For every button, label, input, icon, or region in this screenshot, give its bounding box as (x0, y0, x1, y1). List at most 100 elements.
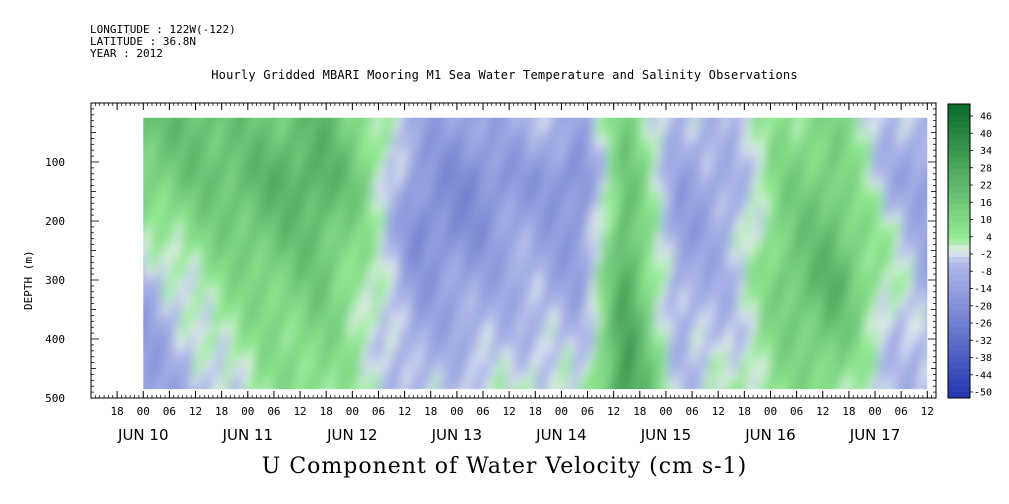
heatmap-cell (793, 315, 801, 325)
heatmap-cell (625, 371, 633, 381)
heatmap-cell (445, 123, 453, 133)
heatmap-cell (457, 283, 465, 293)
heatmap-cell (931, 324, 938, 333)
heatmap-cell (685, 131, 693, 141)
heatmap-cell (487, 219, 495, 229)
heatmap-cell (175, 259, 183, 269)
heatmap-cell (361, 371, 369, 381)
heatmap-cell (901, 147, 909, 157)
heatmap-cell (415, 203, 423, 213)
heatmap-cell (691, 155, 699, 165)
heatmap-cell (811, 203, 819, 213)
heatmap-cell (157, 283, 165, 293)
heatmap-cell (427, 267, 435, 277)
heatmap-cell (145, 291, 153, 301)
heatmap-cell (877, 251, 885, 261)
heatmap-cell (427, 219, 435, 229)
heatmap-cell (463, 123, 471, 133)
heatmap-cell (631, 331, 639, 341)
heatmap-cell (445, 396, 452, 405)
heatmap-cell (337, 291, 345, 301)
heatmap-cell (307, 347, 315, 357)
heatmap-cell (583, 147, 591, 157)
heatmap-cell (331, 355, 339, 365)
heatmap-cell (775, 355, 783, 365)
heatmap-cell (289, 171, 297, 181)
heatmap-cell (835, 139, 843, 149)
heatmap-cell (175, 387, 183, 390)
heatmap-cell (913, 283, 921, 293)
heatmap-cell (733, 347, 741, 357)
heatmap-cell (505, 219, 513, 229)
heatmap-cell (895, 117, 903, 125)
heatmap-cell (577, 203, 585, 213)
heatmap-cell (343, 171, 351, 181)
heatmap-cell (463, 235, 471, 245)
heatmap-cell (205, 131, 213, 141)
heatmap-cell (367, 195, 375, 205)
heatmap-cell (331, 379, 339, 389)
heatmap-cell (499, 219, 507, 229)
heatmap-cell (625, 355, 633, 365)
heatmap-cell (625, 259, 633, 269)
heatmap-cell (901, 299, 909, 309)
heatmap-cell (757, 211, 765, 221)
heatmap-cell (535, 171, 543, 181)
heatmap-cell (577, 259, 585, 269)
heatmap-cell (733, 251, 741, 261)
heatmap-cell (691, 371, 699, 381)
heatmap-cell (517, 323, 525, 333)
heatmap-cell (511, 275, 519, 285)
heatmap-cell (451, 323, 459, 333)
heatmap-cell (145, 259, 153, 269)
heatmap-cell (343, 203, 351, 213)
heatmap-cell (481, 363, 489, 373)
heatmap-cell (247, 108, 254, 117)
heatmap-cell (727, 147, 735, 157)
heatmap-cell (739, 155, 747, 165)
heatmap-cell (403, 307, 411, 317)
heatmap-cell (469, 275, 477, 285)
heatmap-cell (241, 195, 249, 205)
heatmap-cell (637, 235, 645, 245)
heatmap-cell (835, 147, 843, 157)
heatmap-cell (403, 171, 411, 181)
heatmap-cell (877, 131, 885, 141)
heatmap-cell (895, 291, 903, 301)
heatmap-cell (439, 396, 446, 405)
heatmap-cell (361, 187, 369, 197)
heatmap-cell (259, 108, 266, 117)
heatmap-cell (217, 275, 225, 285)
heatmap-cell (373, 235, 381, 245)
heatmap-cell (499, 315, 507, 325)
heatmap-cell (217, 131, 225, 141)
heatmap-cell (427, 147, 435, 157)
heatmap-cell (181, 139, 189, 149)
heatmap-cell (373, 259, 381, 269)
heatmap-cell (751, 379, 759, 389)
heatmap-cell (493, 371, 501, 381)
heatmap-cell (187, 203, 195, 213)
heatmap-cell (727, 379, 735, 389)
heatmap-cell (781, 331, 789, 341)
heatmap-cell (427, 275, 435, 285)
heatmap-cell (283, 235, 291, 245)
heatmap-cell (481, 371, 489, 381)
heatmap-cell (229, 108, 236, 117)
heatmap-cell (481, 267, 489, 277)
heatmap-cell (799, 235, 807, 245)
heatmap-cell (583, 275, 591, 285)
heatmap-cell (319, 379, 327, 389)
heatmap-cell (187, 131, 195, 141)
heatmap-cell (475, 235, 483, 245)
heatmap-cell (325, 307, 333, 317)
heatmap-cell (763, 163, 771, 173)
heatmap-cell (343, 195, 351, 205)
heatmap-cell (217, 299, 225, 309)
heatmap-cell (235, 275, 243, 285)
heatmap-cell (721, 243, 729, 253)
heatmap-cell (511, 267, 519, 277)
heatmap-cell (583, 108, 590, 117)
heatmap-cell (367, 123, 375, 133)
heatmap-cell (577, 379, 585, 389)
